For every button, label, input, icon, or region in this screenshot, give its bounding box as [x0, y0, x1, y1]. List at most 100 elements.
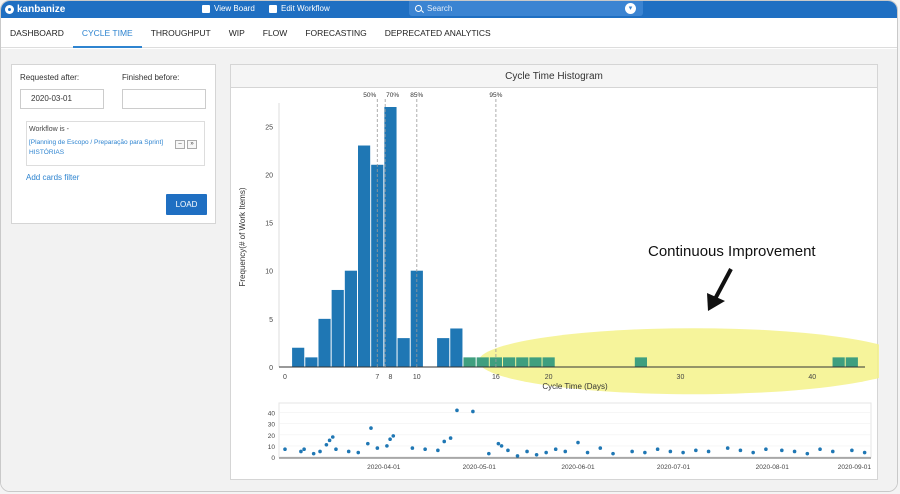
- edit-workflow-link[interactable]: Edit Workflow: [269, 4, 330, 13]
- percentile-label: 85%: [410, 92, 423, 99]
- expand-filter-button[interactable]: »: [187, 140, 197, 149]
- chevron-down-icon[interactable]: ▾: [625, 3, 636, 14]
- scatter-point: [346, 449, 351, 454]
- scatter-point: [792, 449, 797, 454]
- scatter-point: [553, 447, 558, 452]
- scatter-point: [630, 449, 634, 454]
- percentile-label: 50%: [363, 92, 376, 99]
- scatter-point: [611, 451, 615, 456]
- scatter-point: [375, 446, 380, 450]
- y-tick-label: 20: [265, 172, 273, 179]
- scatter-point: [471, 409, 475, 414]
- scatter-point: [330, 435, 335, 439]
- chart-panel: Cycle Time Histogram 0 5 10 15 20 25 50% 70% 85%…: [230, 64, 879, 480]
- scatter-point: [436, 448, 440, 453]
- scatter-point: [706, 449, 711, 454]
- histogram-bar: [410, 270, 423, 367]
- scatter-point: [643, 450, 647, 455]
- scatter-x-tick-label: 2020-07-01: [657, 464, 691, 471]
- add-cards-filter-link[interactable]: Add cards filter: [26, 173, 80, 182]
- histogram-bar: [463, 357, 476, 367]
- search-input[interactable]: Search ▾: [409, 1, 643, 16]
- x-tick-label: 8: [389, 374, 393, 381]
- y-tick-label: 10: [265, 269, 273, 276]
- scatter-point: [448, 436, 453, 440]
- scatter-point: [563, 449, 568, 454]
- histogram-bar: [489, 357, 502, 367]
- brand-name: kanbanize: [17, 4, 66, 15]
- chart-title: Cycle Time Histogram: [231, 65, 877, 88]
- scatter-y-tick-label: 20: [268, 433, 276, 440]
- histogram-bar: [397, 338, 410, 367]
- x-tick-label: 20: [545, 374, 553, 381]
- continuous-improvement-highlight: [478, 328, 879, 395]
- scatter-point: [534, 452, 539, 457]
- scatter-point: [850, 448, 854, 453]
- annotation-arrowhead: [707, 293, 725, 311]
- scatter-point: [862, 450, 867, 455]
- requested-after-input[interactable]: 2020-03-01: [20, 89, 104, 109]
- y-tick-label: 0: [269, 365, 273, 372]
- scatter-point: [499, 444, 504, 448]
- edit-workflow-label: Edit Workflow: [281, 4, 330, 13]
- scatter-y-tick-label: 0: [271, 455, 275, 462]
- tab-forecasting[interactable]: FORECASTING: [305, 27, 367, 38]
- x-tick-label: 10: [413, 374, 421, 381]
- remove-filter-button[interactable]: –: [175, 140, 185, 149]
- load-button[interactable]: LOAD: [166, 194, 207, 215]
- workflow-filter-label: Workflow is -: [29, 126, 69, 133]
- scatter-point: [385, 444, 389, 448]
- histogram-bar: [476, 357, 489, 367]
- tab-wip[interactable]: WIP: [228, 27, 245, 38]
- tab-cycle-time[interactable]: CYCLE TIME: [72, 18, 142, 48]
- workflow-filter[interactable]: Workflow is - [Planning de Escopo / Prep…: [26, 121, 205, 166]
- tab-flow[interactable]: FLOW: [262, 27, 288, 38]
- x-tick-label: 0: [283, 374, 287, 381]
- workflow-filter-value: [Planning de Escopo / Preparação para Sp…: [29, 139, 164, 156]
- scatter-point: [655, 447, 660, 452]
- tab-dashboard[interactable]: DASHBOARD: [10, 27, 64, 38]
- brand-logo[interactable]: kanbanize: [5, 4, 65, 15]
- histogram-bar: [384, 107, 397, 367]
- scatter-point: [487, 451, 491, 456]
- continuous-improvement-annotation: Continuous Improvement: [648, 243, 816, 260]
- tab-deprecated-analytics[interactable]: DEPRECATED ANALYTICS: [384, 27, 491, 38]
- tab-throughput[interactable]: THROUGHPUT: [150, 27, 211, 38]
- view-board-link[interactable]: View Board: [202, 4, 255, 13]
- histogram-bar: [542, 357, 555, 367]
- scatter-point: [515, 454, 520, 458]
- y-axis-title: Frequency(# of Work Items): [238, 187, 247, 286]
- scatter-point: [681, 450, 685, 455]
- histogram-bar: [634, 357, 647, 367]
- histogram-bar: [503, 357, 516, 367]
- x-axis-title: Cycle Time (Days): [542, 382, 608, 391]
- scatter-point: [334, 447, 338, 452]
- histogram-bar: [358, 145, 371, 367]
- x-tick-label: 40: [808, 374, 816, 381]
- scatter-point: [423, 447, 427, 452]
- x-tick-label: 16: [492, 374, 500, 381]
- histogram-bar: [292, 347, 305, 367]
- search-placeholder: Search: [427, 4, 453, 13]
- search-icon: [415, 5, 422, 12]
- scatter-x-tick-label: 2020-04-01: [367, 464, 401, 471]
- view-board-label: View Board: [214, 4, 255, 13]
- requested-after-label: Requested after:: [20, 73, 80, 82]
- percentile-label: 95%: [489, 92, 502, 99]
- scatter-point: [598, 446, 603, 450]
- histogram-bar: [344, 270, 357, 367]
- scatter-point: [764, 447, 768, 452]
- scatter-point: [455, 408, 459, 413]
- scatter-point: [283, 447, 287, 452]
- scatter-point: [525, 449, 529, 454]
- board-icon: [202, 4, 210, 13]
- finished-before-input[interactable]: [122, 89, 206, 109]
- histogram-bar: [450, 328, 463, 367]
- scatter-x-tick-label: 2020-09-01: [838, 464, 872, 471]
- filter-panel: Requested after: Finished before: 2020-0…: [11, 64, 216, 224]
- scatter-y-tick-label: 30: [268, 422, 276, 429]
- scatter-point: [506, 448, 510, 453]
- scatter-point: [442, 439, 447, 444]
- histogram-bar: [529, 357, 542, 367]
